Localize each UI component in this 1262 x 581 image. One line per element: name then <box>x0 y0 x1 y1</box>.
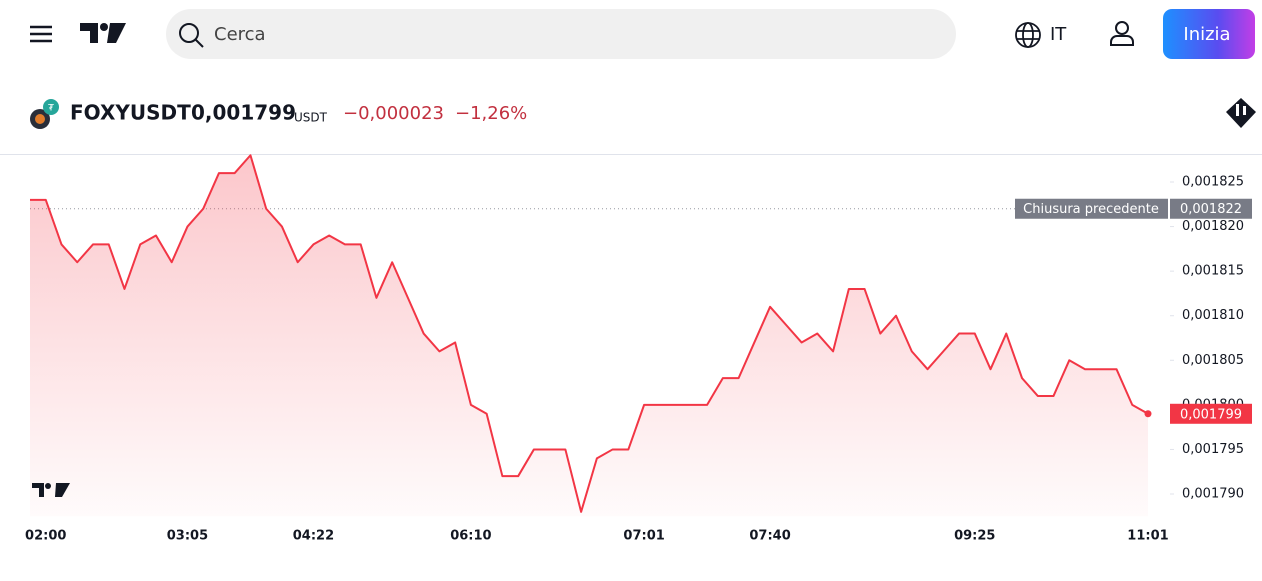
last-price-label: 0,001799 <box>1180 407 1242 422</box>
x-tick-label: 07:01 <box>623 529 664 544</box>
start-button[interactable] <box>1163 9 1255 59</box>
symbol-change: −0,000023 <box>343 103 444 124</box>
search-placeholder[interactable]: Cerca <box>214 24 266 45</box>
x-tick-label: 03:05 <box>167 529 208 544</box>
x-tick-label: 07:40 <box>749 529 790 544</box>
x-tick-label: 09:25 <box>954 529 995 544</box>
y-tick-label: 0,001820 <box>1182 219 1244 234</box>
x-tick-label: 02:00 <box>25 529 66 544</box>
previous-close-value-tag <box>1170 198 1252 219</box>
area-fill <box>30 155 1148 517</box>
x-tick-label: 11:01 <box>1127 529 1168 544</box>
search-icon <box>179 23 204 48</box>
price-line <box>30 154 1149 513</box>
plot: 0,0017900,0017950,0018000,0018050,001810… <box>25 154 1252 544</box>
previous-close-value: 0,001822 <box>1180 202 1242 217</box>
symbol-name: FOXYUSDT <box>70 101 191 125</box>
previous-close-label: Chiusura precedente <box>1023 202 1159 217</box>
symbol-change-percent: −1,26% <box>455 103 527 124</box>
logo[interactable] <box>80 23 126 43</box>
menu-button[interactable] <box>30 25 52 43</box>
y-tick-label: 0,001810 <box>1182 308 1244 323</box>
last-point <box>1144 410 1152 418</box>
ideas-icon[interactable] <box>1226 98 1256 128</box>
svg-text:₮: ₮ <box>48 104 54 114</box>
user-icon[interactable] <box>1110 21 1134 46</box>
language[interactable]: IT <box>1050 24 1067 45</box>
y-tick-label: 0,001815 <box>1182 264 1244 279</box>
last-price-tag <box>1170 403 1252 424</box>
symbol-currency: USDT <box>294 111 328 125</box>
symbol-price: 0,001799 <box>191 101 296 125</box>
y-tick-label: 0,001825 <box>1182 175 1244 190</box>
search-box[interactable] <box>166 9 956 59</box>
y-tick-label: 0,001795 <box>1182 442 1244 457</box>
y-tick-label: 0,001790 <box>1182 487 1244 502</box>
y-tick-label: 0,001805 <box>1182 353 1244 368</box>
previous-close-tag <box>1015 198 1168 219</box>
x-tick-label: 06:10 <box>450 529 491 544</box>
start-button-label[interactable]: Inizia <box>1183 24 1230 45</box>
watermark-logo <box>32 483 70 497</box>
globe-icon[interactable] <box>1015 22 1041 48</box>
x-tick-label: 04:22 <box>293 529 334 544</box>
coin-icon: ₮ <box>30 99 59 129</box>
